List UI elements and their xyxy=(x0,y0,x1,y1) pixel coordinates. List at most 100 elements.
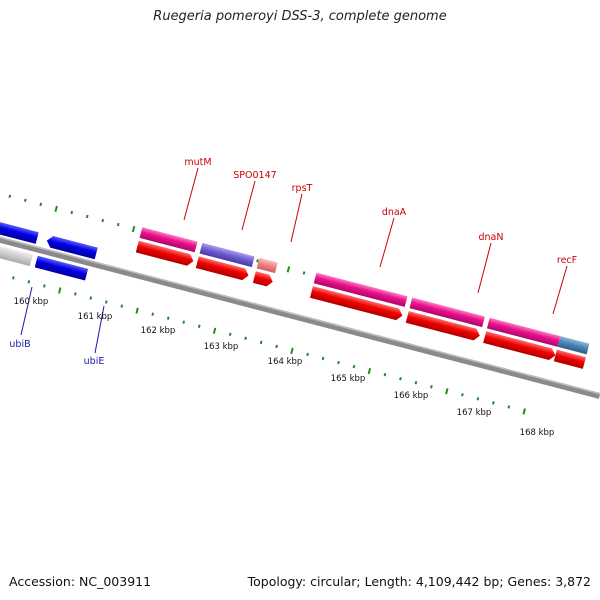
tick-mark xyxy=(104,300,108,304)
callout-line-ubiE xyxy=(94,305,105,354)
gene-dnaN[interactable] xyxy=(409,297,485,328)
tick-label-161: 161 kbp xyxy=(78,312,113,322)
forward-gene-track xyxy=(139,227,590,355)
tick-label-160: 160 kbp xyxy=(14,297,49,307)
callout-line-rpsT xyxy=(290,193,303,243)
tick-mark xyxy=(43,284,46,288)
tick-label-167: 167 kbp xyxy=(457,408,492,418)
tick-mark xyxy=(197,324,201,328)
gene-label-recF: recF xyxy=(557,255,577,266)
tick-mark xyxy=(414,381,418,385)
tick-mark xyxy=(131,225,136,233)
tick-mark xyxy=(256,259,259,263)
tick-mark xyxy=(89,296,93,300)
tick-mark xyxy=(120,304,124,308)
tick-mark xyxy=(244,336,247,341)
gene-label-lines xyxy=(20,167,568,354)
gene-mutM[interactable] xyxy=(139,227,198,253)
genome-backbone xyxy=(0,216,600,399)
tick-mark xyxy=(492,401,495,405)
forward-cds-track xyxy=(135,240,586,369)
tick-mark xyxy=(290,347,294,355)
gene-labels: mutM SPO0147 rpsT dnaA dnaN recF ubiB ub… xyxy=(9,157,577,367)
gene-label-dnaA: dnaA xyxy=(382,207,407,218)
genome-backbone-highlight xyxy=(0,216,600,395)
tick-mark xyxy=(302,271,306,275)
cds-next-arrow[interactable] xyxy=(553,349,586,369)
callout-line-mutM xyxy=(183,167,199,221)
gene-SPO0147[interactable] xyxy=(199,242,255,268)
callout-line-ubiB xyxy=(20,286,33,336)
cds-SPO0147-arrow[interactable] xyxy=(195,256,250,281)
gene-rpsT[interactable] xyxy=(256,257,278,274)
gene-label-ubiB: ubiB xyxy=(9,339,30,350)
gene-next[interactable] xyxy=(557,336,590,355)
map-title: Ruegeria pomeroyi DSS-3, complete genome xyxy=(153,9,447,24)
tick-mark xyxy=(337,360,340,365)
tick-label-166: 166 kbp xyxy=(394,391,429,401)
cds-mutM-arrow[interactable] xyxy=(135,240,195,267)
tick-mark xyxy=(70,210,74,215)
kbp-tick-labels: 160 kbp 161 kbp 162 kbp 163 kbp 164 kbp … xyxy=(14,297,555,438)
tick-mark xyxy=(135,307,139,314)
tick-mark xyxy=(182,320,186,324)
tick-mark xyxy=(85,214,89,219)
tick-mark xyxy=(151,312,155,316)
accession-text: Accession: NC_003911 xyxy=(9,574,152,589)
tick-mark xyxy=(275,344,278,349)
gene-label-dnaN: dnaN xyxy=(479,232,504,243)
tick-mark xyxy=(259,340,263,345)
tick-mark xyxy=(352,364,356,369)
callout-line-recF xyxy=(552,265,568,315)
gene-ubiB[interactable] xyxy=(0,203,39,244)
tick-label-165: 165 kbp xyxy=(331,374,366,384)
tick-mark xyxy=(101,218,105,223)
tick-mark xyxy=(383,372,387,377)
gene-dnaA[interactable] xyxy=(313,272,408,307)
genome-summary-text: Topology: circular; Length: 4,109,442 bp… xyxy=(247,574,591,589)
cds-recF-arrow[interactable] xyxy=(483,331,557,361)
gene-label-ubiE: ubiE xyxy=(84,356,105,367)
tick-mark xyxy=(166,316,170,320)
tick-label-163: 163 kbp xyxy=(204,342,239,352)
tick-mark xyxy=(8,194,12,199)
gene-label-rpsT: rpsT xyxy=(292,183,313,194)
gene-label-SPO0147: SPO0147 xyxy=(233,170,276,181)
tick-mark xyxy=(212,327,217,334)
inner-tick-row xyxy=(12,276,526,415)
backbone-group xyxy=(0,194,600,415)
callout-line-dnaN xyxy=(477,242,492,294)
tick-label-168: 168 kbp xyxy=(520,428,555,438)
tick-mark xyxy=(57,287,62,294)
callout-line-dnaA xyxy=(379,217,395,268)
tick-mark xyxy=(12,276,15,280)
tick-mark xyxy=(476,397,480,401)
tick-mark xyxy=(286,266,291,273)
tick-mark xyxy=(73,292,77,296)
callout-line-SPO0147 xyxy=(241,180,256,231)
reverse-gene-track xyxy=(0,203,98,281)
tick-mark xyxy=(461,393,464,397)
tick-mark xyxy=(430,385,433,389)
gene-ubiE[interactable] xyxy=(45,235,98,260)
tick-mark xyxy=(39,202,43,207)
tick-mark xyxy=(27,280,31,284)
feature-ubiB-gray[interactable] xyxy=(0,225,33,267)
tick-mark xyxy=(367,367,372,375)
cds-dnaN-arrow[interactable] xyxy=(405,311,482,342)
tick-mark xyxy=(228,332,232,337)
tick-mark xyxy=(306,352,309,357)
tick-mark xyxy=(445,388,449,395)
tick-mark xyxy=(399,376,402,381)
tick-mark xyxy=(522,408,526,415)
cds-dnaA-arrow[interactable] xyxy=(309,286,404,321)
tick-mark xyxy=(321,356,325,361)
gene-recF[interactable] xyxy=(486,317,561,347)
tick-label-164: 164 kbp xyxy=(268,357,303,367)
cds-rpsT-arrow[interactable] xyxy=(252,271,274,287)
cds-ubiE-reverse[interactable] xyxy=(34,255,89,281)
tick-mark xyxy=(23,198,27,203)
tick-label-162: 162 kbp xyxy=(141,326,176,336)
